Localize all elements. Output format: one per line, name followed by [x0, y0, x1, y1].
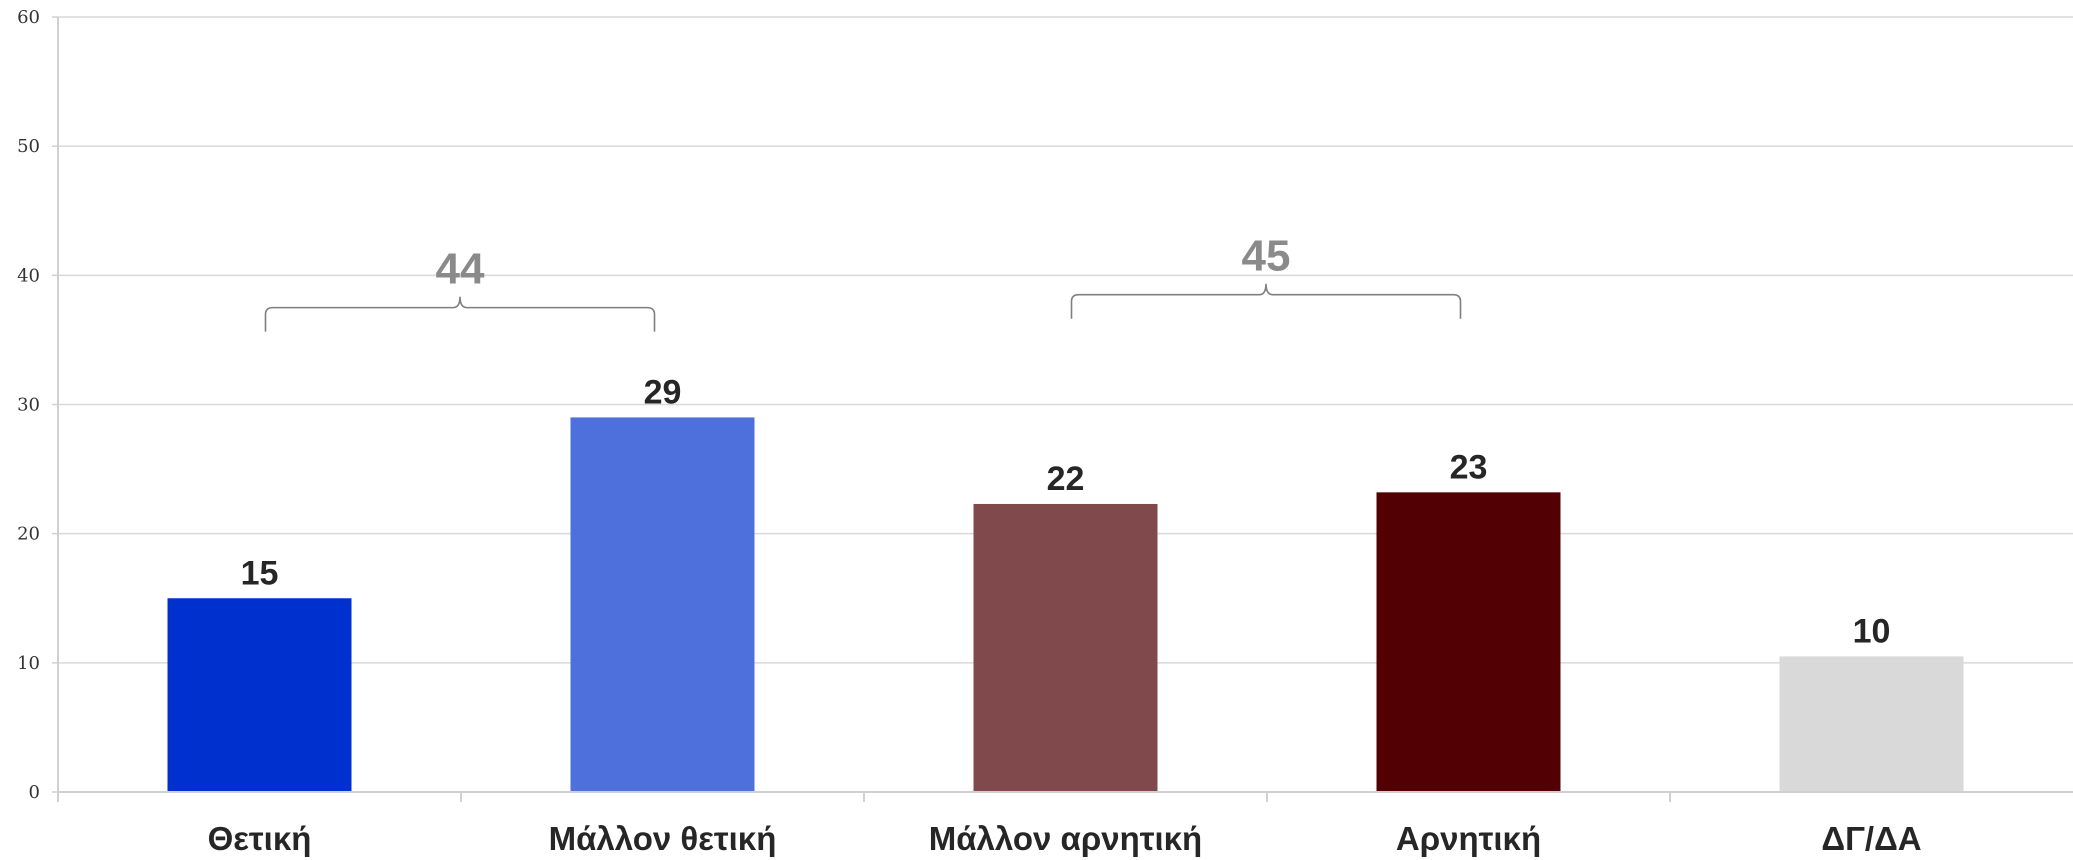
axes [52, 16, 2073, 802]
bar [973, 503, 1158, 792]
y-tick-label: 20 [17, 524, 40, 545]
x-axis-labels: Θετική Μάλλον θετική Μάλλον αρνητική Αρνητι… [208, 820, 1922, 857]
gridlines [58, 16, 2073, 664]
y-tick-label: 60 [17, 7, 40, 28]
bar [167, 598, 352, 792]
category-label: Μάλλον θετική [549, 820, 777, 857]
group-brackets: 44 45 [264, 232, 1462, 332]
data-label: 23 [1450, 448, 1488, 486]
bracket-label: 44 [436, 245, 485, 294]
category-label: Αρνητική [1396, 820, 1541, 857]
bars [167, 417, 1964, 792]
group-bracket [1070, 283, 1462, 319]
y-tick-label: 30 [17, 395, 40, 416]
data-label: 10 [1853, 612, 1891, 650]
y-tick-label: 0 [29, 782, 40, 803]
data-label: 29 [644, 373, 682, 411]
y-axis-ticks: 0 10 20 30 40 50 60 [17, 7, 40, 803]
data-label: 22 [1047, 460, 1085, 498]
bar [1779, 656, 1964, 792]
bar [1376, 492, 1561, 792]
category-label: ΔΓ/ΔΑ [1821, 820, 1921, 857]
bracket-label: 45 [1242, 232, 1291, 281]
bar [570, 417, 755, 792]
category-label: Μάλλον αρνητική [929, 820, 1202, 857]
data-labels: 15 29 22 23 10 [241, 373, 1891, 650]
y-tick-label: 50 [17, 136, 40, 157]
y-tick-label: 10 [17, 653, 40, 674]
y-tick-label: 40 [17, 265, 40, 286]
data-label: 15 [241, 554, 279, 592]
group-bracket [264, 296, 656, 332]
category-label: Θετική [208, 820, 312, 857]
